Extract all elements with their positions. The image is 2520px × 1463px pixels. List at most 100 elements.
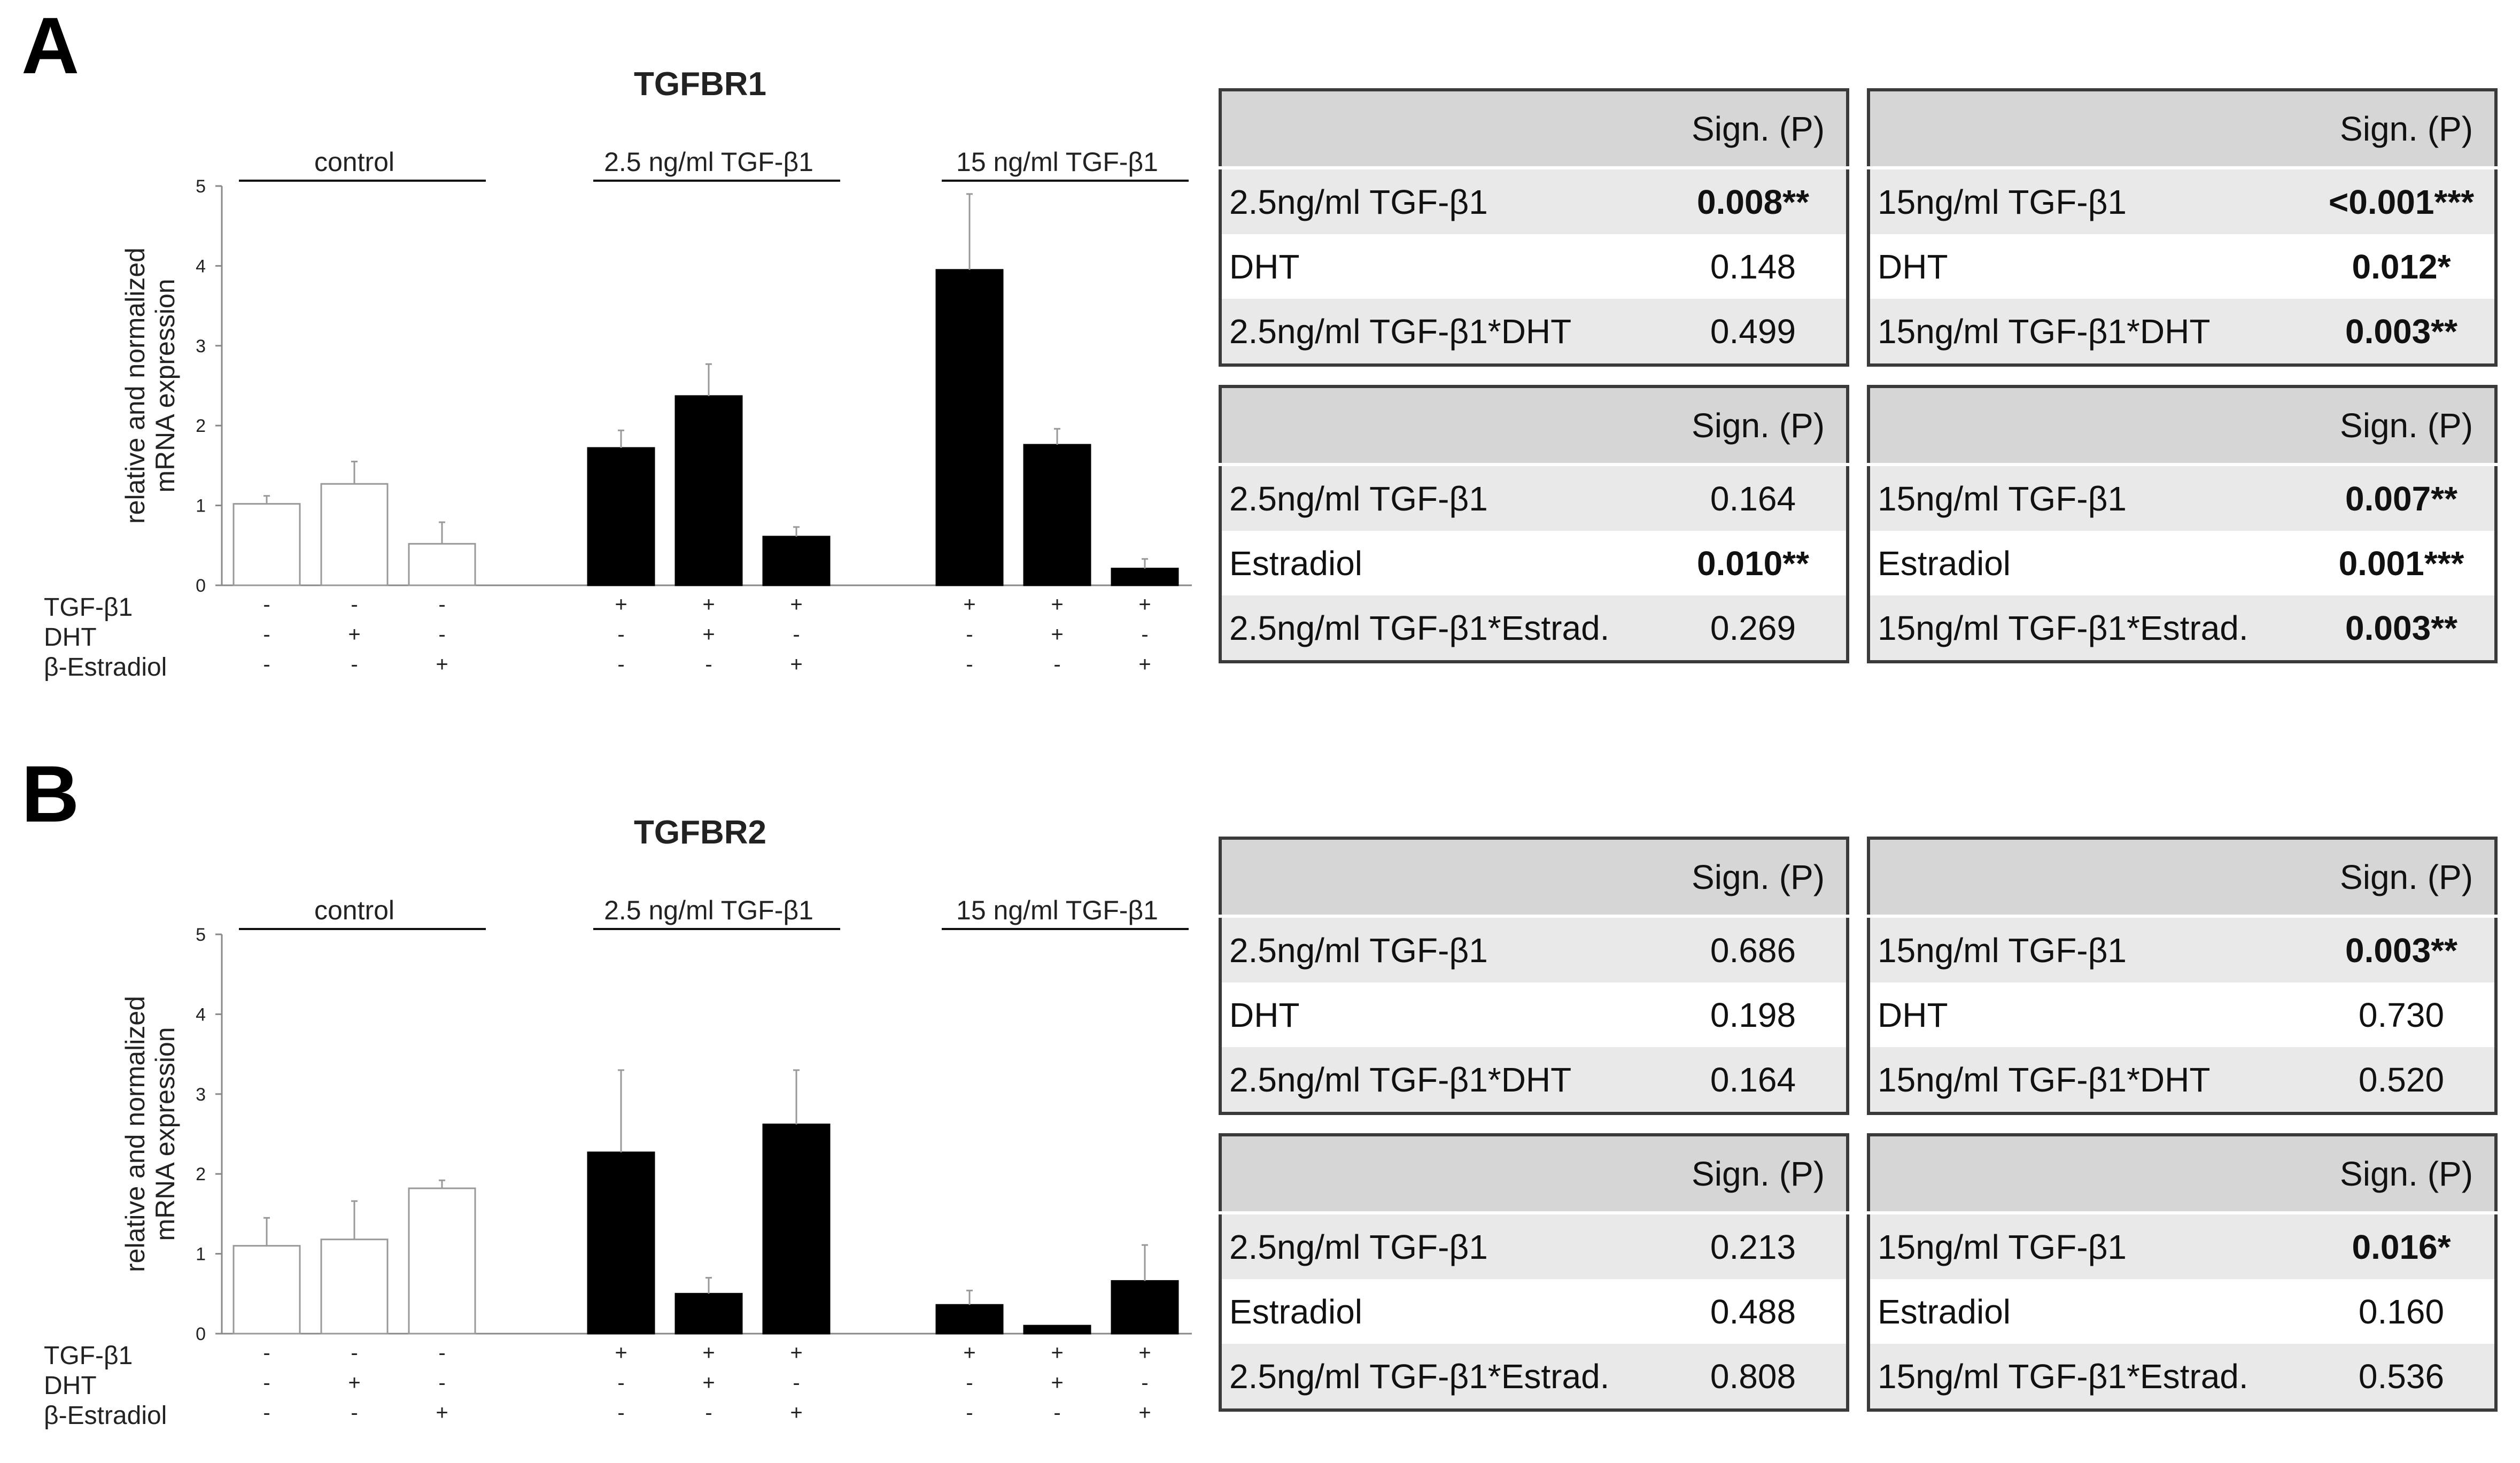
treatment-sign: - [351, 1401, 358, 1425]
treatment-sign: + [1138, 593, 1151, 616]
y-axis-label: relative and normalizedmRNA expression [120, 996, 180, 1272]
table-row: Estradiol 0.010** [1220, 531, 1848, 595]
table-row: DHT 0.148 [1220, 234, 1848, 299]
row-label: DHT [1220, 982, 1660, 1047]
treatment-sign: - [351, 1341, 358, 1365]
treatment-sign: - [705, 653, 712, 676]
treatment-sign: - [263, 623, 270, 646]
p-value: 0.003** [2308, 299, 2496, 365]
y-tick-label: 5 [196, 925, 206, 945]
bar [1111, 568, 1179, 586]
p-value: 0.808 [1660, 1344, 1848, 1410]
header-blank-cell [1220, 1135, 1660, 1214]
treatment-sign: - [617, 653, 624, 676]
row-label: DHT [1868, 982, 2308, 1047]
y-tick-label: 2 [196, 1164, 206, 1185]
row-label: DHT [1220, 234, 1660, 299]
p-value: 0.160 [2308, 1279, 2496, 1344]
table-row: 2.5ng/ml TGF-β1 0.213 [1220, 1213, 1848, 1279]
table-row: 15ng/ml TGF-β1*Estrad. 0.003** [1868, 595, 2496, 662]
treatment-label: DHT [44, 1372, 97, 1400]
treatment-sign: + [790, 1341, 802, 1365]
p-value: 0.686 [1660, 916, 1848, 982]
treatment-label: β-Estradiol [44, 653, 167, 682]
header-significance: Sign. (P) [1660, 1135, 1848, 1214]
p-value: <0.001*** [2308, 168, 2496, 234]
group-label: 2.5 ng/ml TGF-β1 [604, 895, 813, 925]
treatment-sign: - [1141, 623, 1148, 646]
p-value: 0.164 [1660, 465, 1848, 531]
row-label: 15ng/ml TGF-β1*Estrad. [1868, 1344, 2308, 1410]
p-value: 0.198 [1660, 982, 1848, 1047]
treatment-sign: - [1053, 1401, 1060, 1425]
header-significance: Sign. (P) [2308, 1135, 2496, 1214]
treatment-sign: + [1138, 653, 1151, 676]
treatment-sign: - [438, 593, 445, 616]
treatment-sign: - [263, 1371, 270, 1395]
table-row: 15ng/ml TGF-β1*Estrad. 0.536 [1868, 1344, 2496, 1410]
group-label: 2.5 ng/ml TGF-β1 [604, 147, 813, 177]
table-row: 2.5ng/ml TGF-β1 0.686 [1220, 916, 1848, 982]
treatment-sign: + [702, 1341, 715, 1365]
row-label: 15ng/ml TGF-β1 [1868, 916, 2308, 982]
table-row: DHT 0.012* [1868, 234, 2496, 299]
treatment-sign: - [793, 1371, 800, 1395]
table-row: 2.5ng/ml TGF-β1*DHT 0.164 [1220, 1047, 1848, 1113]
treatment-sign: + [963, 1341, 975, 1365]
bar [674, 395, 743, 586]
y-axis-label: relative and normalizedmRNA expression [120, 247, 180, 524]
bar [1023, 444, 1091, 586]
stats-table: Sign. (P) 15ng/ml TGF-β1 0.003** DHT 0.730 15… [1867, 837, 2498, 1115]
bar [320, 483, 389, 586]
treatment-sign: - [617, 1371, 624, 1395]
table-row: 2.5ng/ml TGF-β1 0.164 [1220, 465, 1848, 531]
y-tick-label: 0 [196, 576, 206, 596]
row-label: 2.5ng/ml TGF-β1*DHT [1220, 299, 1660, 365]
header-significance: Sign. (P) [1660, 838, 1848, 918]
table-row: Estradiol 0.160 [1868, 1279, 2496, 1344]
y-tick-label: 3 [196, 1085, 206, 1105]
stats-table: Sign. (P) 2.5ng/ml TGF-β1 0.213 Estradiol 0.… [1219, 1133, 1849, 1412]
treatment-sign: - [263, 593, 270, 616]
row-label: 15ng/ml TGF-β1 [1868, 168, 2308, 234]
table-row: 15ng/ml TGF-β1 <0.001*** [1868, 168, 2496, 234]
bar-chart-tgfbr1: TGFBR1 relative and normalizedmRNA expres… [44, 66, 1192, 682]
group-label: 15 ng/ml TGF-β1 [956, 895, 1158, 925]
row-label: 15ng/ml TGF-β1*Estrad. [1868, 595, 2308, 662]
header-blank-cell [1868, 1135, 2308, 1214]
header-significance: Sign. (P) [2308, 90, 2496, 169]
row-label: Estradiol [1868, 531, 2308, 595]
row-label: 2.5ng/ml TGF-β1 [1220, 168, 1660, 234]
panel-letter: B [21, 749, 80, 839]
y-axis-label-line: relative and normalized [120, 247, 150, 524]
treatment-sign: - [966, 1371, 973, 1395]
row-label: 2.5ng/ml TGF-β1 [1220, 916, 1660, 982]
p-value: 0.010** [1660, 531, 1848, 595]
row-label: 15ng/ml TGF-β1 [1868, 1213, 2308, 1279]
y-tick-label: 2 [196, 416, 206, 436]
p-value: 0.007** [2308, 465, 2496, 531]
p-value: 0.164 [1660, 1047, 1848, 1113]
y-tick-label: 4 [196, 1004, 206, 1025]
row-label: Estradiol [1220, 1279, 1660, 1344]
bar [1111, 1280, 1179, 1335]
stats-table: Sign. (P) 15ng/ml TGF-β1 <0.001*** DHT 0.012… [1867, 88, 2498, 367]
header-blank-cell [1868, 386, 2308, 466]
treatment-label: TGF-β1 [44, 593, 133, 622]
row-label: Estradiol [1868, 1279, 2308, 1344]
treatment-sign: + [1051, 623, 1063, 646]
treatment-sign: + [963, 593, 975, 616]
stats-table: Sign. (P) 15ng/ml TGF-β1 0.016* Estradiol 0.… [1867, 1133, 2498, 1412]
bar [762, 1124, 831, 1335]
bar-chart-tgfbr2: TGFBR2 relative and normalizedmRNA expres… [44, 814, 1192, 1430]
treatment-sign: + [436, 1401, 448, 1425]
table-row: DHT 0.198 [1220, 982, 1848, 1047]
treatment-sign: + [1138, 1401, 1151, 1425]
p-value: 0.499 [1660, 299, 1848, 365]
treatment-sign: - [438, 623, 445, 646]
p-value: 0.003** [2308, 916, 2496, 982]
chart-title: TGFBR1 [634, 66, 766, 103]
header-blank-cell [1868, 90, 2308, 169]
stats-table: Sign. (P) 2.5ng/ml TGF-β1 0.164 Estradiol 0.… [1219, 385, 1849, 663]
bar [935, 269, 1004, 586]
